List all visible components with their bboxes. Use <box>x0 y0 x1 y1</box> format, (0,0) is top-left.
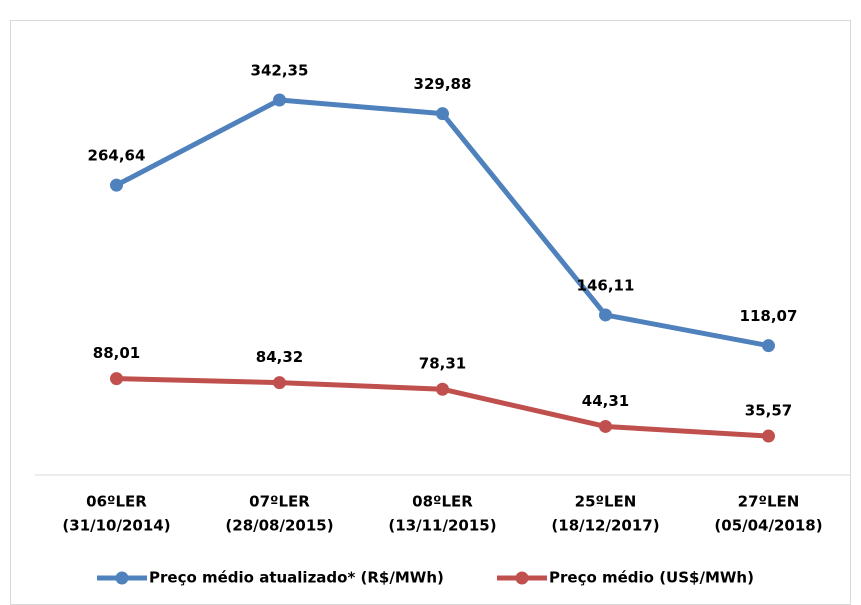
data-point <box>110 178 123 192</box>
data-label: 44,31 <box>582 392 629 410</box>
x-tick-label: (13/11/2015) <box>388 517 496 535</box>
legend-label: Preço médio atualizado* (R$/MWh) <box>149 569 444 587</box>
data-point <box>762 429 775 443</box>
legend-marker <box>115 571 129 585</box>
data-point <box>762 339 775 353</box>
x-tick-label: (31/10/2014) <box>62 517 170 535</box>
data-label: 88,01 <box>93 344 140 362</box>
x-tick-label: (18/12/2017) <box>551 517 659 535</box>
data-point <box>599 308 612 322</box>
data-label: 84,32 <box>256 348 303 366</box>
x-tick-label: 27ºLEN <box>738 493 800 511</box>
data-label: 78,31 <box>419 355 466 373</box>
data-label: 264,64 <box>88 147 146 165</box>
x-tick-label: 07ºLER <box>249 493 310 511</box>
data-point <box>110 372 123 386</box>
chart-frame <box>10 20 851 605</box>
data-label: 118,07 <box>740 307 798 325</box>
data-point <box>599 419 612 433</box>
x-tick-label: (05/04/2018) <box>714 517 822 535</box>
data-label: 342,35 <box>251 62 309 80</box>
data-point <box>273 93 286 107</box>
x-tick-label: 25ºLEN <box>575 493 637 511</box>
data-point <box>273 376 286 390</box>
x-tick-label: 06ºLER <box>86 493 147 511</box>
data-label: 146,11 <box>577 276 635 294</box>
x-tick-label: 08ºLER <box>412 493 473 511</box>
data-label: 329,88 <box>414 75 472 93</box>
data-point <box>436 382 449 396</box>
legend-marker <box>515 571 529 585</box>
x-tick-label: (28/08/2015) <box>225 517 333 535</box>
data-point <box>436 107 449 121</box>
legend-label: Preço médio (US$/MWh) <box>549 569 754 587</box>
data-label: 35,57 <box>745 402 792 420</box>
